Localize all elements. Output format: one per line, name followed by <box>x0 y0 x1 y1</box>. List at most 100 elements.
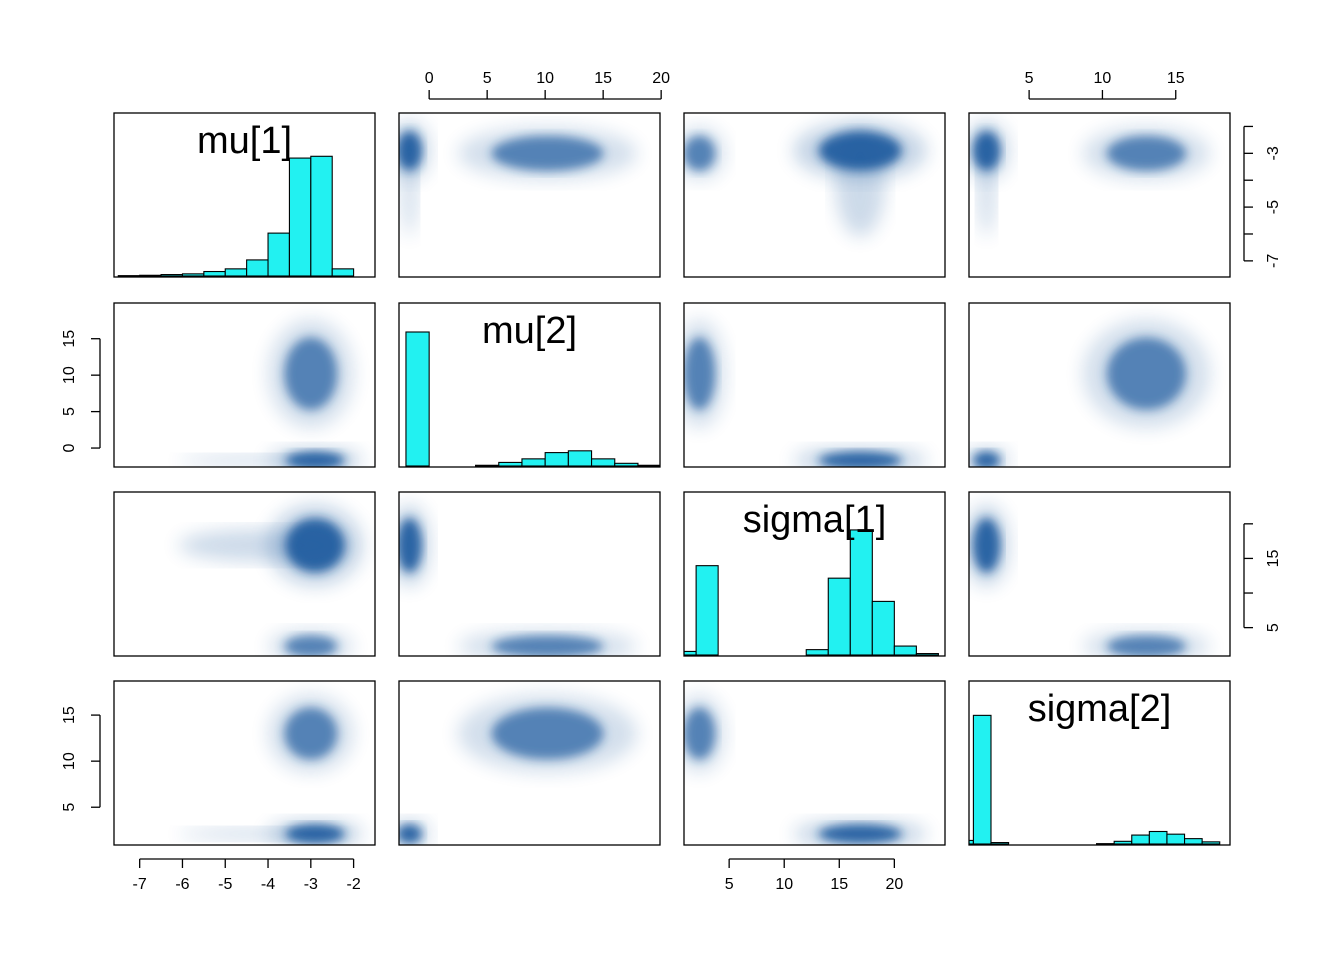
hist-bar <box>246 259 269 277</box>
tick-label: 5 <box>483 70 492 87</box>
density-core <box>684 707 716 760</box>
tick-label: 5 <box>725 876 734 893</box>
panel-frame <box>683 491 946 657</box>
density-tail <box>178 528 350 562</box>
density-tail <box>978 129 995 237</box>
diag-title-sigma1: sigma[1] <box>743 499 887 541</box>
hist-bar <box>684 650 697 656</box>
tick-label: 15 <box>61 706 78 724</box>
density-core <box>818 824 902 844</box>
hist-bar <box>827 577 851 656</box>
density-group <box>399 504 638 656</box>
scatter-panel-mu1-vs-sigma1 <box>683 112 946 278</box>
tick-label: 5 <box>1025 70 1034 87</box>
density-core <box>1106 635 1187 656</box>
hist-bar <box>181 273 205 277</box>
axis-top-mu2: 0 5 10 15 20 <box>425 70 670 100</box>
hist-bar <box>567 450 593 467</box>
scatter-panel-mu2-vs-sigma1 <box>683 302 946 468</box>
scatter-panel-mu2-vs-mu1 <box>113 302 376 468</box>
tick-label: 10 <box>1094 70 1112 87</box>
density-core <box>399 824 423 844</box>
hist-bar <box>972 714 992 845</box>
hist-bar <box>591 458 616 467</box>
hist-bar <box>203 270 226 277</box>
tick-label: -2 <box>346 876 360 893</box>
panel-frame <box>398 302 661 468</box>
density-group <box>684 121 927 237</box>
axis-bottom-sigma1: 5 10 15 20 <box>725 858 903 893</box>
density-core <box>284 337 338 410</box>
hist-bar <box>871 600 895 656</box>
tick-label: 5 <box>1265 623 1282 632</box>
panel-frame <box>398 680 661 846</box>
hist-bar <box>637 464 660 467</box>
density-group <box>684 319 927 467</box>
panel-frame <box>683 112 946 278</box>
density-core <box>972 451 1001 467</box>
density-group <box>969 319 1210 467</box>
hist-bar <box>969 839 974 845</box>
scatter-panel-sigma1-vs-sigma2 <box>968 491 1231 657</box>
diag-title-mu1: mu[1] <box>197 120 292 162</box>
hist-bar <box>405 331 430 467</box>
hist-bar <box>288 157 312 277</box>
panel-frame <box>683 680 946 846</box>
tick-label: 5 <box>61 407 78 416</box>
scatter-panel-sigma1-vs-mu2 <box>398 491 661 657</box>
hist-bar <box>475 464 500 467</box>
scatter-panel-sigma2-vs-mu1 <box>113 680 376 846</box>
scatter-panel-mu1-vs-sigma2 <box>968 112 1231 278</box>
tick-label: -7 <box>133 876 147 893</box>
density-tail <box>178 828 350 840</box>
hist-bar <box>331 268 355 277</box>
panel-frame <box>113 491 376 657</box>
density-core <box>1106 337 1187 410</box>
tick-label: 10 <box>775 876 793 893</box>
density-core <box>284 635 338 656</box>
density-group <box>684 694 927 845</box>
hist-bar <box>160 274 184 277</box>
tick-label: 15 <box>830 876 848 893</box>
density-group <box>178 694 363 845</box>
density-group <box>178 504 363 656</box>
hist-bar <box>267 232 290 277</box>
panels-layer: mu[1] mu[2] sigma[1] sigma[2] <box>113 112 1231 846</box>
tick-label: -5 <box>1265 200 1282 214</box>
panel-frame <box>113 680 376 846</box>
density-core <box>684 337 716 410</box>
hist-bar <box>139 274 162 277</box>
density-core <box>284 707 338 760</box>
scatter-panel-sigma1-vs-mu1 <box>113 491 376 657</box>
tick-label: 15 <box>61 330 78 348</box>
diag-panel-mu2: mu[2] <box>398 302 661 468</box>
tick-label: 0 <box>61 444 78 453</box>
panel-frame <box>968 112 1231 278</box>
scatter-panel-sigma2-vs-mu2 <box>398 680 661 846</box>
hist-bar <box>893 645 917 656</box>
density-tail <box>178 455 350 466</box>
tick-label: 20 <box>652 70 670 87</box>
tick-label: 15 <box>1265 549 1282 567</box>
hist-bar <box>849 529 873 656</box>
tick-label: -6 <box>175 876 189 893</box>
hist-bar <box>224 268 248 277</box>
hist-bar <box>1113 840 1133 845</box>
hist-bar <box>614 462 639 467</box>
panel-frame <box>683 302 946 468</box>
axis-bottom-mu1: -7 -6 -5 -4 -3 -2 <box>133 858 361 893</box>
diag-title-sigma2: sigma[2] <box>1028 688 1172 730</box>
panel-frame <box>968 302 1231 468</box>
hist-bar <box>805 649 829 656</box>
tick-label: -4 <box>261 876 275 893</box>
hist-bar <box>1148 830 1168 845</box>
diag-panel-sigma1: sigma[1] <box>683 491 946 657</box>
density-core <box>491 707 604 760</box>
density-group <box>399 694 638 845</box>
axis-right-sigma1: 5 15 <box>1243 523 1282 632</box>
axis-top-sigma2: 5 10 15 <box>1025 70 1185 100</box>
density-group <box>969 504 1210 656</box>
density-core <box>399 518 423 573</box>
panel-frame <box>968 680 1231 846</box>
